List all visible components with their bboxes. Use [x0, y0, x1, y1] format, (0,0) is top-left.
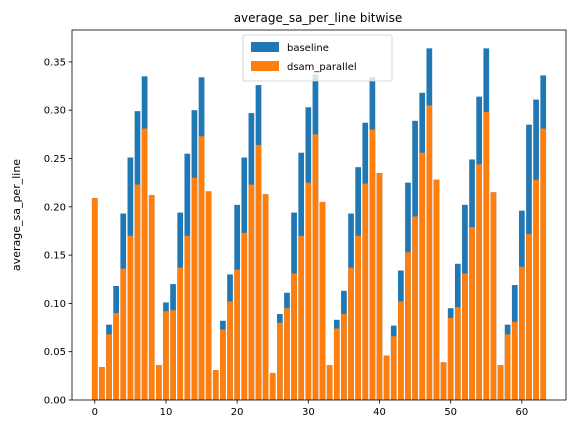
- bars-layer: [91, 48, 547, 401]
- bar-dsam_parallel-6: [134, 184, 141, 400]
- bar-dsam_parallel-8: [148, 195, 155, 400]
- bar-dsam_parallel-59: [511, 321, 518, 400]
- bar-dsam_parallel-48: [433, 179, 440, 400]
- bar-dsam_parallel-50: [447, 317, 454, 400]
- bar-dsam_parallel-63: [540, 128, 547, 401]
- bar-dsam_parallel-16: [205, 191, 212, 400]
- legend-swatch-dsam_parallel: [251, 61, 279, 71]
- bar-dsam_parallel-56: [490, 192, 497, 400]
- bar-dsam_parallel-60: [519, 266, 525, 400]
- bar-dsam_parallel-33: [326, 365, 333, 400]
- bar-dsam_parallel-1: [99, 367, 105, 400]
- bar-dsam_parallel-44: [405, 252, 411, 400]
- bar-dsam_parallel-25: [269, 372, 276, 400]
- y-tick-label: 0.35: [44, 57, 66, 68]
- y-tick-label: 0.20: [44, 202, 66, 213]
- bar-dsam_parallel-7: [141, 128, 148, 401]
- bar-dsam_parallel-3: [113, 313, 119, 400]
- y-tick-label: 0.00: [44, 396, 66, 407]
- y-tick-label: 0.05: [44, 347, 66, 358]
- bar-dsam_parallel-53: [469, 227, 475, 400]
- bar-dsam_parallel-0: [91, 198, 98, 400]
- y-axis: 0.00 0.05 0.10 0.15 0.20 0.25 0.30 0.35: [44, 57, 72, 407]
- legend-box: [242, 34, 393, 82]
- bar-dsam_parallel-62: [533, 179, 539, 400]
- bar-dsam_parallel-14: [191, 177, 198, 400]
- x-tick-label: 20: [231, 407, 244, 418]
- bar-dsam_parallel-11: [170, 310, 176, 400]
- x-tick-label: 40: [373, 407, 386, 418]
- axes-frame: [71, 29, 567, 401]
- bar-dsam_parallel-23: [255, 144, 262, 400]
- bar-dsam_parallel-42: [390, 336, 397, 400]
- bar-dsam_parallel-28: [291, 273, 297, 400]
- x-tick-label: 10: [160, 407, 173, 418]
- bar-dsam_parallel-12: [177, 267, 184, 400]
- bar-dsam_parallel-13: [184, 235, 191, 400]
- bar-dsam_parallel-61: [526, 233, 532, 400]
- bar-dsam_parallel-20: [234, 269, 240, 400]
- x-tick-label: 50: [444, 407, 457, 418]
- legend-swatch-baseline: [251, 42, 279, 52]
- bar-dsam_parallel-41: [383, 355, 390, 400]
- bar-dsam_parallel-2: [106, 334, 112, 400]
- bar-dsam_parallel-30: [305, 182, 312, 400]
- bar-dsam_parallel-15: [198, 136, 205, 401]
- bar-dsam_parallel-21: [241, 232, 248, 400]
- bar-dsam_parallel-31: [312, 134, 319, 400]
- bar-dsam_parallel-34: [333, 328, 340, 400]
- x-axis: 0 10 20 30 40 50 60: [92, 400, 529, 418]
- bar-dsam_parallel-38: [362, 183, 369, 400]
- bar-dsam_parallel-46: [419, 152, 426, 400]
- bar-dsam_parallel-52: [462, 273, 468, 400]
- bar-dsam_parallel-29: [298, 235, 305, 400]
- bar-dsam_parallel-39: [369, 129, 376, 401]
- bar-dsam_parallel-9: [155, 365, 162, 400]
- bar-dsam_parallel-47: [426, 105, 433, 400]
- bar-dsam_parallel-22: [248, 184, 255, 400]
- bar-dsam_parallel-57: [497, 365, 504, 400]
- bar-dsam_parallel-54: [476, 164, 483, 400]
- bar-dsam_parallel-45: [412, 216, 418, 400]
- bar-dsam_parallel-36: [348, 267, 354, 400]
- bar-dsam_parallel-24: [262, 194, 269, 400]
- y-axis-label: average_sa_per_line: [10, 159, 23, 271]
- bar-dsam_parallel-4: [120, 268, 127, 400]
- bar-dsam_parallel-40: [376, 172, 383, 400]
- y-tick-label: 0.30: [44, 106, 66, 117]
- x-tick-label: 0: [92, 407, 98, 418]
- bar-dsam_parallel-10: [163, 311, 169, 400]
- bar-dsam_parallel-58: [504, 334, 511, 400]
- chart-title: average_sa_per_line bitwise: [234, 11, 403, 25]
- bar-dsam_parallel-37: [355, 235, 361, 400]
- bar-dsam_parallel-35: [341, 314, 347, 400]
- y-tick-label: 0.15: [44, 251, 66, 262]
- x-tick-label: 60: [516, 407, 529, 418]
- legend: baseline dsam_parallel: [242, 34, 393, 82]
- bar-dsam_parallel-18: [220, 329, 226, 400]
- bar-dsam_parallel-5: [127, 235, 134, 400]
- bar-dsam_parallel-17: [212, 370, 219, 400]
- bar-dsam_parallel-51: [454, 307, 461, 400]
- bar-dsam_parallel-43: [398, 301, 404, 400]
- bar-dsam_parallel-27: [284, 308, 290, 400]
- legend-label-baseline: baseline: [287, 43, 329, 54]
- bar-dsam_parallel-19: [227, 301, 233, 400]
- bar-dsam_parallel-26: [277, 322, 283, 400]
- x-tick-label: 30: [302, 407, 315, 418]
- bar-dsam_parallel-55: [483, 112, 490, 401]
- bar-dsam_parallel-49: [440, 362, 447, 400]
- y-tick-label: 0.25: [44, 154, 66, 165]
- legend-label-dsam_parallel: dsam_parallel: [287, 62, 357, 73]
- y-tick-label: 0.10: [44, 299, 66, 310]
- bar-dsam_parallel-32: [319, 201, 326, 400]
